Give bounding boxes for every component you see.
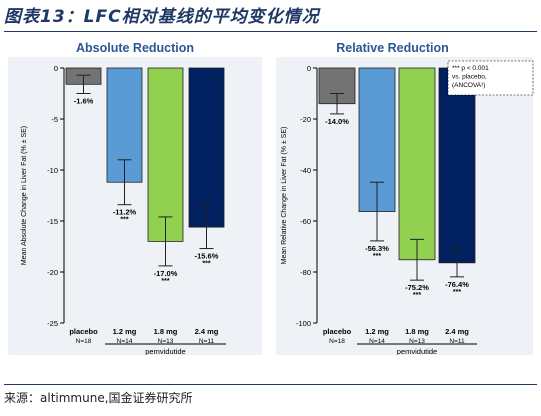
- x-tick-label: placebo: [69, 327, 98, 336]
- n-label: N=11: [199, 338, 215, 345]
- y-tick-label: -15: [47, 217, 58, 226]
- absolute-reduction-chart: Absolute Reduction 0 -5 -10 -15 -20 -25 Mean Ab…: [8, 41, 262, 355]
- y-tick-label: -100: [296, 319, 311, 328]
- y-tick-label: -25: [47, 319, 58, 328]
- data-label: -15.6%: [195, 252, 219, 261]
- x-tick-label: 1.8 mg: [405, 327, 429, 336]
- y-tick-label: -5: [51, 115, 58, 124]
- chart-title: Relative Reduction: [336, 41, 449, 55]
- y-axis-label: Mean Relative Change in Liver Fat (% ± S…: [281, 127, 288, 265]
- legend-line: *** p < 0.001: [452, 65, 489, 72]
- n-label: N=13: [409, 338, 425, 345]
- y-axis-label: Mean Absolute Change in Liver Fat (% ± S…: [21, 126, 28, 265]
- data-label: -1.6%: [74, 97, 94, 106]
- n-label: N=18: [76, 338, 92, 345]
- n-label: N=14: [369, 338, 385, 345]
- legend-line: (ANCOVA¹): [452, 82, 485, 89]
- x-tick-label: 2.4 mg: [445, 327, 469, 336]
- chart-title: Absolute Reduction: [76, 41, 194, 55]
- bar-2-4-mg: [438, 67, 476, 264]
- y-tick-label: 0: [54, 64, 58, 73]
- y-tick-label: -20: [300, 115, 311, 124]
- y-tick-label: -80: [300, 268, 311, 277]
- significance-legend: *** p < 0.001 vs. placebo,(ANCOVA¹): [447, 60, 534, 96]
- significance-label: ***: [413, 292, 421, 299]
- group-label: pemvidutide: [397, 347, 437, 355]
- y-tick-label: 0: [307, 64, 311, 73]
- n-label: N=14: [117, 338, 133, 345]
- data-label: -56.3%: [365, 244, 389, 253]
- y-tick-label: -20: [47, 268, 58, 277]
- data-label: -75.2%: [405, 283, 429, 292]
- data-label: -76.4%: [445, 280, 469, 289]
- x-tick-label: placebo: [323, 327, 352, 336]
- significance-label: ***: [453, 289, 461, 296]
- x-tick-label: 1.8 mg: [154, 327, 178, 336]
- x-tick-label: 2.4 mg: [195, 327, 219, 336]
- significance-label: ***: [202, 261, 210, 268]
- y-tick-label: -40: [300, 166, 311, 175]
- significance-label: ***: [373, 253, 381, 260]
- legend-box: [447, 60, 534, 96]
- x-tick-label: 1.2 mg: [365, 327, 389, 336]
- title-divider: [4, 31, 537, 32]
- group-label: pemvidutide: [145, 347, 185, 355]
- n-label: N=13: [158, 338, 174, 345]
- n-label: N=18: [329, 338, 345, 345]
- x-tick-label: 1.2 mg: [113, 327, 137, 336]
- data-label: -17.0%: [154, 269, 178, 278]
- bar-1-8-mg: [147, 67, 184, 242]
- y-tick-label: -10: [47, 166, 58, 175]
- bar-2-4-mg: [188, 67, 225, 228]
- n-label: N=11: [449, 338, 465, 345]
- data-label: -14.0%: [325, 117, 349, 126]
- significance-label: ***: [120, 217, 128, 224]
- data-label: -11.2%: [113, 208, 137, 217]
- significance-label: ***: [161, 278, 169, 285]
- legend-line: vs. placebo,: [452, 74, 487, 81]
- figure-title: 图表13：LFC相对基线的平均变化情况: [4, 7, 320, 27]
- source-divider: [4, 384, 537, 385]
- source-note: 来源：altimmune,国金证券研究所: [4, 391, 193, 405]
- bar-1-8-mg: [398, 67, 436, 261]
- y-tick-label: -60: [300, 217, 311, 226]
- relative-reduction-chart: Relative Reduction 0 -20 -40 -60 -80 -100 Mean …: [276, 41, 534, 355]
